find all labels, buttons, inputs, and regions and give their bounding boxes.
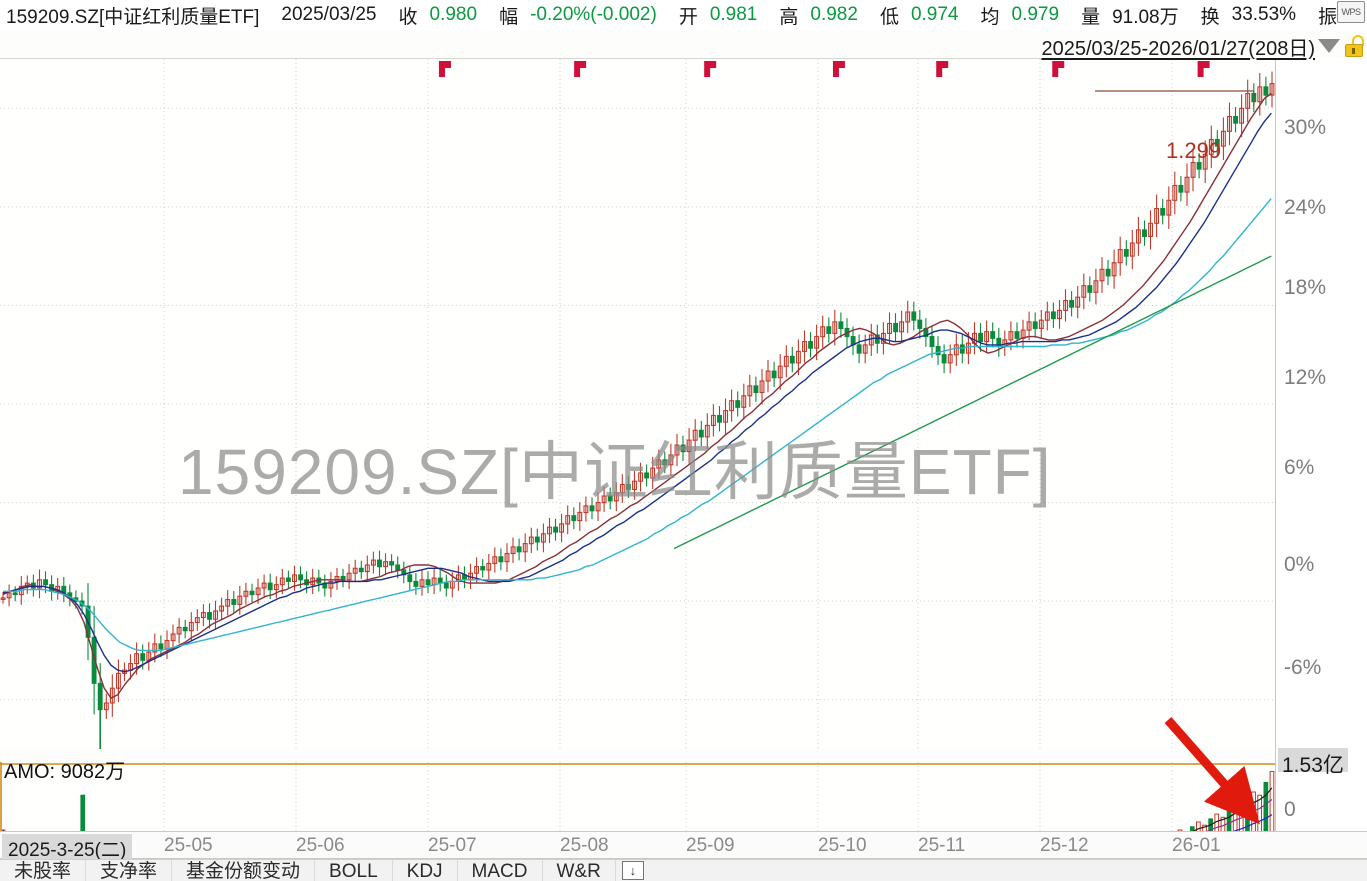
quote-date: 2025/03/25: [281, 4, 377, 25]
symbol-title: 159209.SZ[中证红利质量ETF]: [6, 6, 260, 28]
y-tick-1: 24%: [1284, 196, 1327, 219]
x-tick-5: 25-10: [818, 835, 867, 856]
field-label-avg: 均: [980, 6, 1000, 28]
tab-macd[interactable]: MACD: [458, 860, 543, 881]
y-tick-6: -6%: [1284, 656, 1322, 679]
indicator-tabbar[interactable]: 未股率 支净率 基金份额变动 BOLL KDJ MACD W&R ↓: [0, 859, 1367, 881]
x-tick-6: 25-11: [918, 835, 966, 856]
volume-max-tick: 1.53亿: [1278, 748, 1348, 777]
quote-header: 159209.SZ[中证红利质量ETF] 2025/03/25 收 0.980 …: [0, 0, 1367, 30]
tab-weigurate[interactable]: 未股率: [0, 860, 87, 881]
date-range-selector[interactable]: 2025/03/25-2026/01/27(208日): [1041, 31, 1365, 61]
tab-kdj[interactable]: KDJ: [393, 860, 458, 881]
field-label-amplitude: 振: [1318, 6, 1338, 28]
chart-area[interactable]: 159209.SZ[中证红利质量ETF] 1.299 0.886 AMO: 90…: [0, 58, 1367, 881]
field-label-change: 幅: [499, 6, 519, 28]
field-value-change: -0.20%(-0.002): [530, 4, 657, 25]
y-tick-5: 0%: [1284, 553, 1315, 576]
high-price-annotation: 1.299: [1166, 138, 1222, 163]
red-arrow-annotation: [1164, 717, 1260, 825]
unlock-icon[interactable]: [1343, 34, 1365, 58]
field-value-avg: 0.979: [1011, 4, 1060, 25]
volume-min-tick: 0: [1284, 798, 1296, 821]
tab-wr[interactable]: W&R: [543, 860, 616, 881]
x-tick-7: 25-12: [1040, 835, 1089, 856]
field-label-close: 收: [398, 6, 418, 28]
field-value-volume: 91.08万: [1112, 6, 1179, 28]
amo-label: AMO: 9082万: [4, 761, 126, 783]
date-range-label[interactable]: 2025/03/25-2026/01/27(208日): [1041, 37, 1315, 60]
field-label-turnover: 换: [1200, 6, 1220, 28]
tab-netrate[interactable]: 支净率: [86, 860, 173, 881]
chevron-down-icon[interactable]: [1318, 39, 1340, 53]
x-tick-current: 2025-3-25(二): [2, 834, 133, 863]
more-indicators-button[interactable]: ↓: [621, 861, 644, 880]
field-value-close: 0.980: [429, 4, 478, 25]
x-tick-2: 25-07: [428, 835, 477, 856]
y-tick-0: 30%: [1284, 116, 1327, 139]
y-tick-4: 6%: [1284, 456, 1315, 479]
x-tick-8: 26-01: [1172, 835, 1221, 856]
field-value-low: 0.974: [910, 4, 959, 25]
field-label-high: 高: [779, 6, 799, 28]
tab-boll[interactable]: BOLL: [315, 860, 393, 881]
y-axis: 30% 24% 18% 12% 6% 0% -6% 1.53亿 0: [1275, 58, 1367, 831]
y-tick-2: 18%: [1284, 276, 1327, 299]
field-value-high: 0.982: [810, 4, 858, 25]
x-tick-1: 25-06: [296, 835, 345, 856]
x-tick-4: 25-09: [686, 835, 735, 856]
x-tick-0: 25-05: [164, 835, 213, 856]
price-candlestick-svg: [0, 59, 1275, 749]
field-label-volume: 量: [1081, 6, 1101, 28]
field-value-turnover: 33.53%: [1231, 4, 1297, 25]
field-label-low: 低: [879, 6, 899, 28]
x-axis: 2025-3-25(二) 25-05 25-06 25-07 25-08 25-…: [0, 831, 1367, 863]
y-tick-3: 12%: [1284, 366, 1327, 389]
tab-share-change[interactable]: 基金份额变动: [172, 860, 316, 881]
field-value-open: 0.981: [709, 4, 758, 25]
x-tick-3: 25-08: [560, 835, 609, 856]
price-panel[interactable]: [0, 58, 1275, 749]
wps-icon[interactable]: WPS: [1337, 1, 1365, 23]
field-label-open: 开: [678, 6, 698, 28]
